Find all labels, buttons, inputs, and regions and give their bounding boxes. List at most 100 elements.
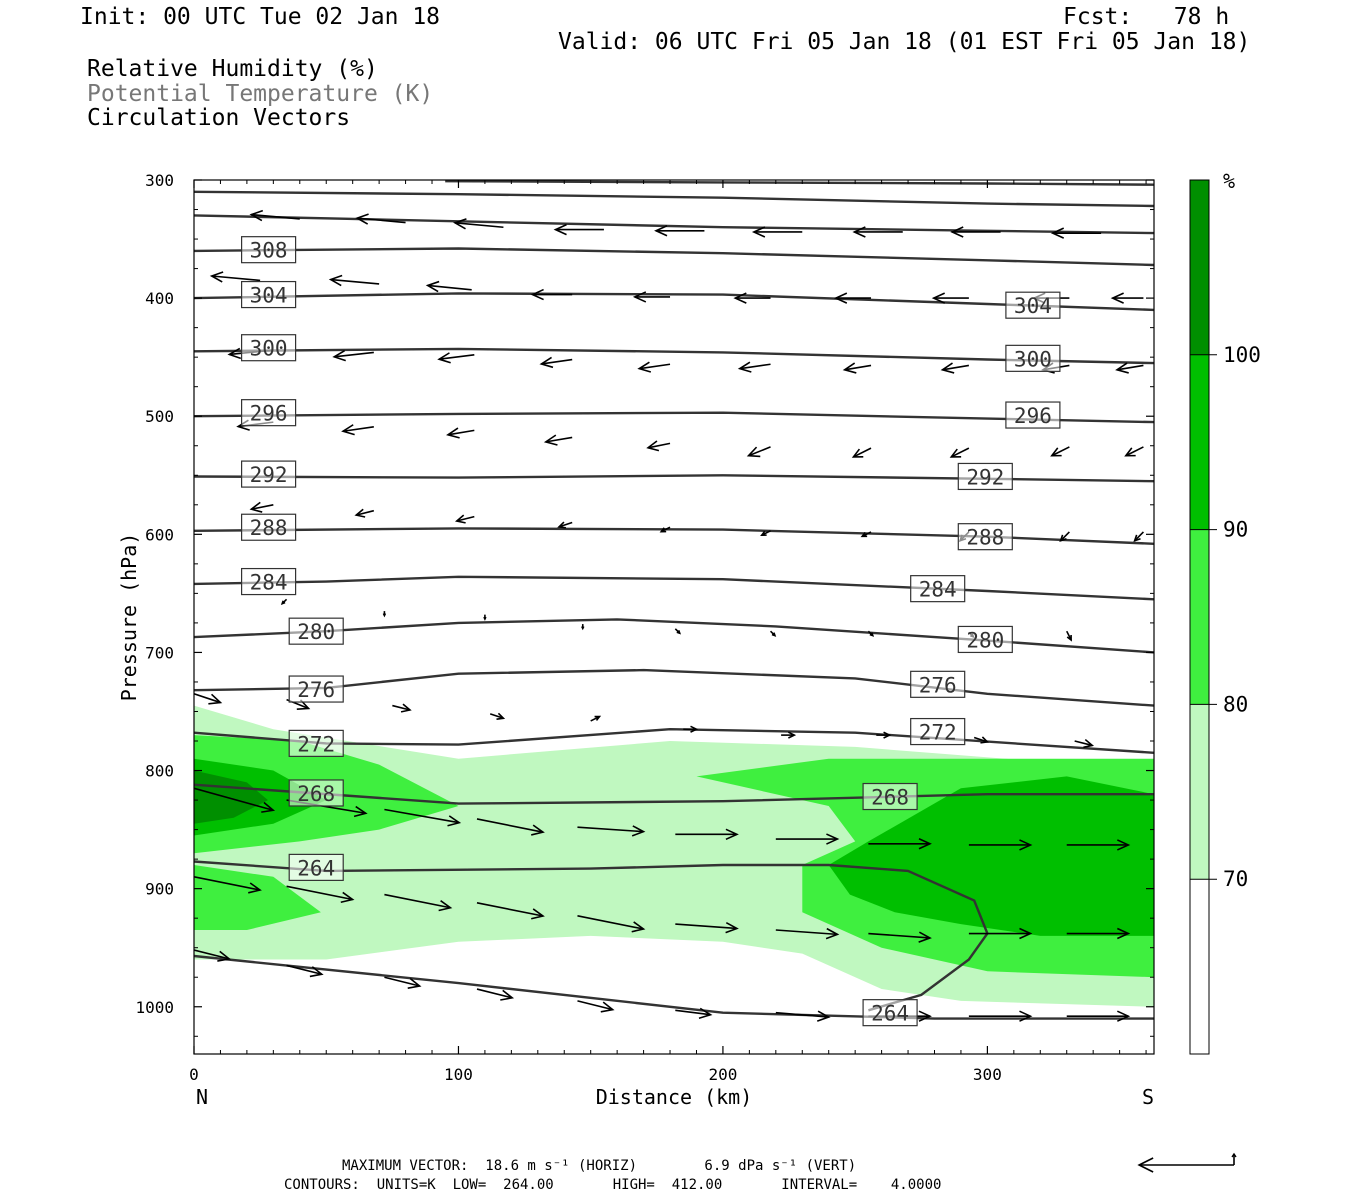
- circulation-vector: [194, 787, 276, 813]
- svg-text:304: 304: [250, 284, 288, 308]
- contour-label-292: 292: [241, 460, 297, 488]
- contour-label-284: 284: [241, 567, 297, 596]
- circulation-vector: [553, 223, 604, 236]
- circulation-vector: [382, 611, 387, 618]
- circulation-vector: [950, 226, 1001, 238]
- circulation-vector: [775, 927, 840, 940]
- circulation-vector: [852, 226, 903, 238]
- contour-label-296: 296: [1005, 401, 1061, 429]
- theta-contour-292: [194, 474, 1154, 483]
- colorbar-segment: [1190, 354, 1209, 530]
- circulation-vector: [833, 292, 872, 304]
- contour-label-264: 264: [288, 853, 344, 881]
- svg-text:264: 264: [871, 1002, 909, 1026]
- contour-label-272: 272: [288, 729, 344, 757]
- circulation-vector: [1110, 292, 1144, 304]
- circulation-vector: [446, 427, 475, 439]
- circulation-vector: [733, 292, 771, 304]
- circulation-vector: [194, 693, 223, 705]
- y-tick-label: 400: [145, 289, 174, 308]
- circulation-vector: [1066, 630, 1072, 642]
- circulation-vector: [760, 530, 771, 536]
- svg-text:292: 292: [966, 465, 1004, 489]
- circulation-vector: [968, 927, 1033, 940]
- theta-contour-264: [194, 860, 989, 1012]
- contour-label-264: 264: [862, 999, 918, 1027]
- circulation-vector: [683, 725, 699, 733]
- circulation-vector: [675, 828, 739, 841]
- theta-contour-264: [194, 954, 1154, 1020]
- svg-text:292: 292: [250, 463, 288, 487]
- svg-text:284: 284: [919, 578, 957, 602]
- max-vector-note: MAXIMUM VECTOR: 18.6 m s⁻¹ (HORIZ) 6.9 d…: [342, 1158, 857, 1174]
- contour-label-304: 304: [241, 280, 297, 309]
- circulation-vector: [354, 508, 375, 518]
- circulation-vector: [384, 976, 422, 989]
- rh-region-90: [828, 776, 1154, 936]
- circulation-vector: [940, 362, 970, 374]
- circulation-vector: [483, 614, 487, 621]
- svg-text:300: 300: [250, 337, 288, 361]
- svg-text:284: 284: [250, 571, 288, 595]
- contour-info-note: CONTOURS: UNITS=K LOW= 264.00 HIGH= 412.…: [284, 1177, 942, 1193]
- circulation-vector: [392, 703, 412, 713]
- circulation-vector: [577, 1000, 615, 1013]
- plot-frame: [193, 179, 1155, 1055]
- circulation-vector: [476, 818, 545, 836]
- circulation-vector: [659, 526, 671, 533]
- circulation-vector: [577, 915, 646, 933]
- circulation-vector: [851, 447, 872, 458]
- circulation-vector: [968, 839, 1033, 851]
- circulation-vector: [194, 876, 262, 894]
- south-end-label: S: [1142, 1085, 1154, 1109]
- svg-text:288: 288: [250, 516, 288, 540]
- svg-text:272: 272: [297, 732, 335, 756]
- colorbar-segment: [1190, 704, 1209, 880]
- y-tick-label: 500: [145, 407, 174, 426]
- circulation-vector: [590, 715, 602, 722]
- circulation-vector: [286, 964, 324, 978]
- svg-text:276: 276: [919, 673, 957, 697]
- circulation-vector: [355, 213, 406, 225]
- circulation-vector: [842, 362, 872, 374]
- north-end-label: N: [196, 1085, 208, 1109]
- valid-time: Valid: 06 UTC Fri 05 Jan 18 (01 EST Fri …: [558, 29, 1251, 55]
- circulation-vector: [577, 825, 646, 837]
- circulation-vector: [476, 902, 545, 920]
- y-axis-label: Pressure (hPa): [117, 533, 141, 702]
- y-tick-label: 300: [145, 171, 174, 190]
- colorbar-tick-label: 70: [1223, 867, 1248, 891]
- circulation-vector: [539, 356, 573, 369]
- theta-contour-308: [194, 247, 1154, 267]
- contour-label-300: 300: [241, 334, 297, 362]
- x-axis-label: Distance (km): [596, 1085, 753, 1109]
- theta-contour-316: [194, 190, 1154, 208]
- circulation-vector: [746, 446, 771, 458]
- svg-text:264: 264: [297, 856, 335, 880]
- x-tick-label: 300: [973, 1065, 1002, 1084]
- circulation-vector: [249, 501, 274, 513]
- circulation-vector: [1050, 446, 1070, 457]
- circulation-vector: [280, 598, 288, 605]
- colorbar-frame: [1189, 179, 1210, 1055]
- contour-label-268: 268: [288, 779, 344, 807]
- circulation-vector: [876, 731, 892, 739]
- contour-label-272: 272: [910, 717, 966, 746]
- colorbar: 70 80 90 100: [1189, 179, 1261, 1055]
- colorbar-unit: %: [1223, 169, 1235, 193]
- colorbar-segment: [1190, 180, 1209, 355]
- init-time: Init: 00 UTC Tue 02 Jan 18: [80, 4, 441, 30]
- circulation-vector: [632, 291, 671, 303]
- contour-label-layer: 308 304 300 296 292 288 284 280 276 272 268 264 304 3…: [241, 236, 1061, 1027]
- circulation-vector: [332, 349, 374, 362]
- circulation-vector: [737, 361, 771, 373]
- circulation-vector: [973, 736, 990, 744]
- circulation-vector: [1059, 531, 1070, 543]
- circulation-vector: [868, 838, 932, 850]
- y-tick-label: 700: [145, 643, 174, 662]
- svg-text:276: 276: [297, 678, 335, 702]
- contour-label-276: 276: [910, 670, 966, 698]
- theta-contour-288: [194, 527, 1154, 545]
- circulation-vector: [646, 440, 671, 452]
